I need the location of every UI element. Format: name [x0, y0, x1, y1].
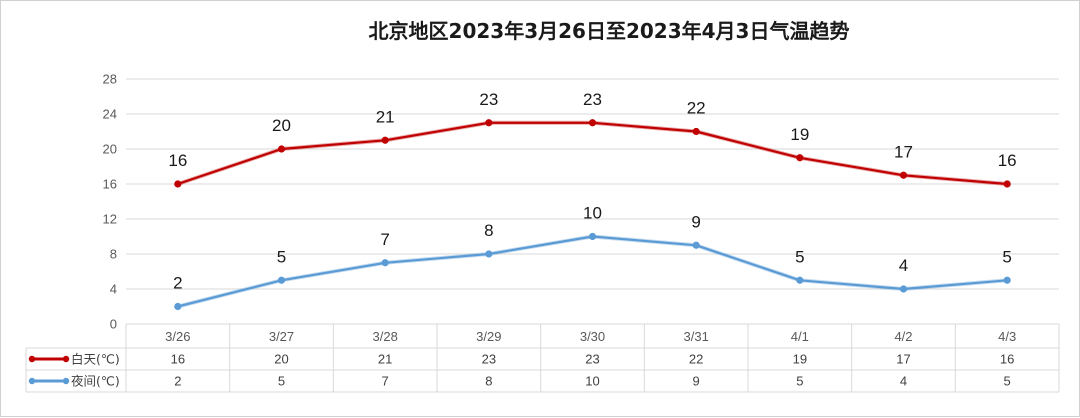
table-cell-value: 10 — [585, 374, 599, 389]
gridlines — [126, 78, 1059, 290]
data-label: 16 — [168, 151, 187, 170]
series-line — [177, 235, 1008, 308]
table-cell-value: 21 — [378, 352, 392, 367]
data-label: 5 — [795, 247, 804, 266]
data-point — [899, 171, 908, 179]
data-point — [277, 276, 286, 284]
legend-key-marker — [28, 377, 36, 385]
data-label: 10 — [583, 204, 602, 223]
category-label: 4/2 — [894, 329, 912, 344]
data-point — [485, 250, 493, 258]
data-label: 5 — [277, 247, 286, 266]
category-label: 3/31 — [684, 329, 709, 344]
data-table: 3/26 3/27 3/28 3/29 3/30 3/31 4/1 4/2 4/3 白天(℃) 16… — [25, 323, 1060, 393]
data-label: 5 — [1002, 247, 1011, 266]
data-point — [277, 145, 286, 153]
data-point — [174, 302, 182, 311]
data-point — [381, 259, 389, 267]
data-label: 19 — [790, 125, 809, 144]
data-label: 17 — [894, 142, 913, 161]
data-point — [692, 127, 700, 136]
y-tick-label: 4 — [110, 282, 117, 297]
y-tick-label: 28 — [103, 72, 117, 87]
table-cell-value: 5 — [1004, 374, 1011, 389]
category-label: 3/27 — [269, 329, 294, 344]
table-cell-value: 17 — [896, 352, 910, 367]
data-label: 23 — [479, 90, 498, 109]
table-cell-value: 5 — [278, 374, 285, 389]
category-label: 4/1 — [791, 329, 809, 344]
y-tick-label: 8 — [110, 247, 117, 262]
series-line — [177, 121, 1008, 186]
category-label: 4/3 — [998, 329, 1016, 344]
data-label: 22 — [687, 99, 706, 118]
legend-key-marker — [62, 355, 70, 363]
series-1 — [174, 232, 1011, 311]
series-line-shadow — [177, 120, 1008, 186]
data-label: 20 — [272, 116, 291, 135]
table-cell-value: 23 — [482, 352, 496, 367]
y-tick-label: 0 — [110, 317, 117, 332]
data-point — [796, 154, 804, 162]
category-label: 3/28 — [373, 329, 398, 344]
table-cell-value: 2 — [174, 374, 181, 389]
table-cell-value: 16 — [1000, 352, 1014, 367]
table-cell-value: 9 — [693, 374, 700, 389]
y-tick-label: 16 — [103, 177, 117, 192]
category-label: 3/30 — [580, 329, 605, 344]
table-cell-value: 20 — [274, 352, 288, 367]
legend-key-marker — [62, 377, 70, 385]
series-lines — [174, 119, 1011, 311]
data-point — [588, 119, 597, 127]
table-cell-value: 8 — [485, 374, 492, 389]
table-cell-value: 22 — [689, 352, 703, 367]
data-label: 4 — [899, 256, 908, 275]
data-point — [796, 276, 804, 284]
data-label: 23 — [583, 90, 602, 109]
y-axis-ticks: 0 4 8 12 16 20 24 28 — [103, 72, 117, 332]
data-label: 7 — [380, 230, 389, 249]
data-point — [588, 232, 597, 241]
data-point — [692, 241, 700, 249]
data-label: 2 — [173, 274, 182, 293]
y-tick-label: 12 — [103, 212, 117, 227]
table-cell-value: 4 — [900, 374, 907, 389]
data-label: 16 — [998, 151, 1017, 170]
data-label: 8 — [484, 221, 493, 240]
data-point — [174, 180, 182, 188]
table-cell-value: 19 — [793, 352, 807, 367]
data-point — [899, 285, 908, 293]
legend-key-marker — [28, 355, 36, 363]
data-labels: 16 20 21 23 23 22 19 17 16 2 5 7 8 10 9 5 4 5 — [168, 90, 1016, 293]
category-label: 3/26 — [165, 329, 190, 344]
legend-label: 白天(℃) — [71, 352, 120, 367]
table-cell-value: 7 — [382, 374, 389, 389]
data-label: 9 — [691, 212, 700, 231]
series-0 — [174, 119, 1011, 188]
data-point — [485, 119, 493, 127]
table-cell-value: 23 — [585, 352, 599, 367]
series-line-shadow — [177, 234, 1008, 309]
chart-title: 北京地区2023年3月26日至2023年4月3日气温趋势 — [369, 19, 850, 43]
table-cell-value: 5 — [796, 374, 803, 389]
data-point — [1003, 180, 1011, 188]
y-tick-label: 20 — [103, 142, 117, 157]
table-cell-value: 16 — [171, 352, 185, 367]
data-point — [381, 136, 389, 144]
data-label: 21 — [376, 107, 395, 126]
category-label: 3/29 — [476, 329, 501, 344]
data-point — [1003, 276, 1011, 284]
legend-label: 夜间(℃) — [71, 374, 120, 389]
y-tick-label: 24 — [103, 107, 117, 122]
